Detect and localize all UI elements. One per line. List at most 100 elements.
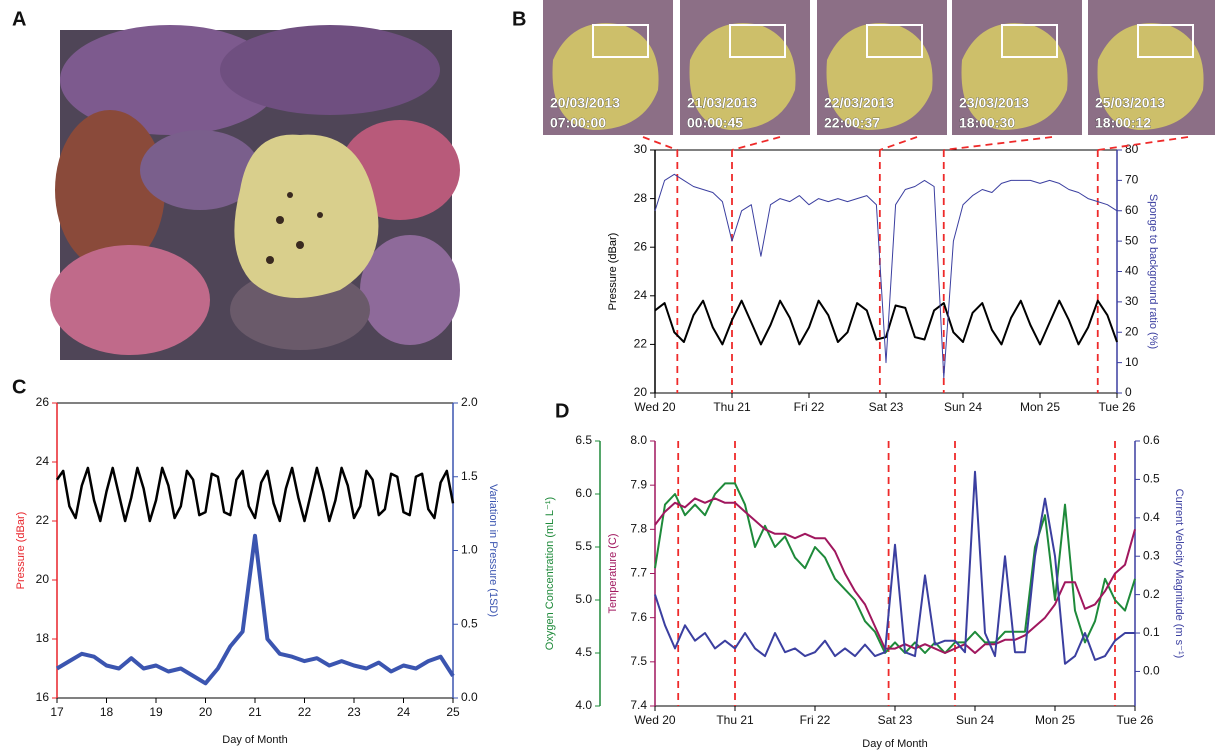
y-tick-label: 7.9 — [630, 477, 647, 491]
axis-title: Oxygen Concentration (mL L⁻¹) — [544, 497, 556, 650]
y-tick-label: 7.4 — [630, 698, 647, 712]
x-tick-label: Mon 25 — [1020, 400, 1060, 414]
y-tick-label: 0.0 — [461, 690, 478, 704]
axis-title: Pressure (dBar) — [607, 233, 619, 311]
y-tick-label: 0.0 — [1143, 664, 1160, 678]
x-tick-label: 24 — [397, 705, 411, 719]
image-date: 21/03/2013 — [687, 95, 757, 111]
sponge — [689, 23, 796, 130]
y-tick-label: 0.1 — [1143, 625, 1160, 639]
series-line — [654, 173, 1118, 379]
x-tick-label: Thu 21 — [716, 713, 754, 727]
y-tick-label: 20 — [1125, 324, 1139, 338]
y-tick-label: 7.8 — [630, 522, 647, 536]
y-tick-label: 40 — [1125, 264, 1139, 278]
y-tick-label: 20 — [36, 572, 50, 586]
y-tick-label: 10 — [1125, 355, 1139, 369]
y-tick-label: 6.5 — [575, 433, 592, 447]
sponge — [552, 23, 659, 130]
y-tick-label: 26 — [634, 239, 648, 253]
y-tick-label: 1.5 — [461, 469, 478, 483]
x-tick-label: Tue 26 — [1099, 400, 1136, 414]
connector — [943, 136, 1053, 151]
x-tick-label: Sun 24 — [956, 713, 994, 727]
y-tick-label: 0.5 — [1143, 472, 1160, 486]
thumbnail: 22/03/2013 22:00:37 — [817, 0, 947, 135]
connector — [1097, 136, 1189, 151]
y-tick-label: 60 — [1125, 203, 1139, 217]
sponge — [1097, 23, 1204, 130]
x-tick-label: 19 — [149, 705, 163, 719]
y-tick-label: 30 — [1125, 294, 1139, 308]
image-time: 07:00:00 — [550, 115, 606, 131]
y-tick-label: 5.0 — [575, 592, 592, 606]
y-tick-label: 0.2 — [1143, 587, 1160, 601]
axis-title: Pressure (dBar) — [15, 512, 27, 590]
y-tick-label: 8.0 — [630, 433, 647, 447]
x-tick-label: Wed 20 — [634, 400, 675, 414]
panel-label: B — [512, 8, 526, 30]
y-tick-label: 28 — [634, 191, 648, 205]
axis-title: Variation in Pressure (1SD) — [487, 484, 499, 617]
x-tick-label: Fri 22 — [794, 400, 825, 414]
x-tick-label: 18 — [100, 705, 114, 719]
sponge — [826, 23, 933, 130]
y-tick-label: 0.4 — [1143, 510, 1160, 524]
series-line — [55, 533, 455, 686]
x-tick-label: Sat 23 — [869, 400, 904, 414]
roi-box — [729, 24, 786, 58]
y-tick-label: 0.6 — [1143, 433, 1160, 447]
series-line — [654, 497, 1136, 654]
x-tick-label: 21 — [248, 705, 262, 719]
image-time: 18:00:30 — [959, 115, 1015, 131]
series-line — [654, 299, 1118, 346]
y-tick-label: 22 — [36, 513, 50, 527]
roi-box — [592, 24, 649, 58]
y-tick-label: 4.5 — [575, 645, 592, 659]
y-tick-label: 7.7 — [630, 566, 647, 580]
y-tick-label: 26 — [36, 395, 50, 409]
image-time: 22:00:37 — [824, 115, 880, 131]
thumbnail: 23/03/2013 18:00:30 — [952, 0, 1082, 135]
x-tick-label: 22 — [298, 705, 312, 719]
series-line — [55, 466, 455, 523]
x-tick-label: Thu 21 — [713, 400, 751, 414]
y-tick-label: 70 — [1125, 173, 1139, 187]
x-tick-label: Sun 24 — [944, 400, 982, 414]
y-tick-label: 0.5 — [461, 616, 478, 630]
x-tick-label: 20 — [199, 705, 213, 719]
y-tick-label: 24 — [36, 454, 50, 468]
y-tick-label: 2.0 — [461, 395, 478, 409]
axis-title: Temperature (C) — [607, 533, 619, 613]
x-tick-label: Fri 22 — [800, 713, 831, 727]
sponge — [961, 23, 1068, 130]
y-tick-label: 4.0 — [575, 698, 592, 712]
y-tick-label: 50 — [1125, 233, 1139, 247]
thumbnail: 20/03/2013 07:00:00 — [543, 0, 673, 135]
image-date: 20/03/2013 — [550, 95, 620, 111]
connector — [731, 136, 781, 151]
roi-box — [866, 24, 923, 58]
image-time: 00:00:45 — [687, 115, 743, 131]
x-tick-label: Tue 26 — [1117, 713, 1154, 727]
y-tick-label: 18 — [36, 631, 50, 645]
y-tick-label: 22 — [634, 337, 648, 351]
y-tick-label: 0 — [1125, 385, 1132, 399]
y-tick-label: 6.0 — [575, 486, 592, 500]
panel-label: D — [555, 400, 569, 422]
y-tick-label: 0.3 — [1143, 548, 1160, 562]
panel-label: C — [12, 376, 26, 398]
reef-photo — [50, 25, 460, 360]
x-tick-label: 17 — [50, 705, 64, 719]
x-tick-label: 23 — [347, 705, 361, 719]
y-tick-label: 1.0 — [461, 543, 478, 557]
series-line — [654, 470, 1135, 665]
x-tick-label: Mon 25 — [1035, 713, 1075, 727]
axis-title: Sponge to background ratio (%) — [1147, 194, 1159, 349]
x-axis-title: Day of Month — [862, 738, 927, 750]
image-date: 23/03/2013 — [959, 95, 1029, 111]
image-date: 22/03/2013 — [824, 95, 894, 111]
x-axis-title: Day of Month — [222, 734, 287, 746]
x-tick-label: Wed 20 — [634, 713, 675, 727]
